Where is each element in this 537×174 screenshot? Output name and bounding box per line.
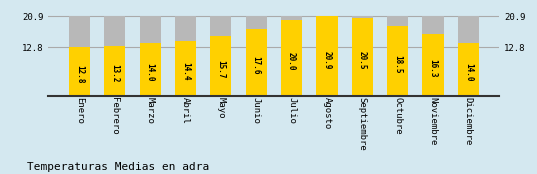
Bar: [387, 26, 408, 96]
Text: 20.0: 20.0: [287, 52, 296, 71]
Bar: [245, 29, 267, 96]
Bar: [104, 17, 126, 96]
Text: 15.7: 15.7: [216, 60, 226, 78]
Text: 18.5: 18.5: [393, 55, 402, 73]
Bar: [175, 41, 196, 96]
Text: 16.3: 16.3: [429, 59, 438, 77]
Text: 12.8: 12.8: [75, 65, 84, 83]
Bar: [69, 47, 90, 96]
Text: 20.9: 20.9: [322, 51, 331, 69]
Bar: [352, 17, 373, 96]
Bar: [245, 17, 267, 96]
Bar: [281, 20, 302, 96]
Bar: [422, 17, 444, 96]
Bar: [211, 36, 231, 96]
Bar: [422, 34, 444, 96]
Text: 14.0: 14.0: [146, 63, 155, 81]
Text: 14.0: 14.0: [464, 63, 473, 81]
Bar: [175, 17, 196, 96]
Bar: [211, 17, 231, 96]
Bar: [104, 46, 126, 96]
Bar: [352, 18, 373, 96]
Bar: [281, 17, 302, 96]
Bar: [140, 43, 161, 96]
Text: 20.5: 20.5: [358, 52, 367, 70]
Bar: [458, 43, 479, 96]
Text: Temperaturas Medias en adra: Temperaturas Medias en adra: [27, 162, 209, 172]
Bar: [316, 17, 337, 96]
Text: 14.4: 14.4: [181, 62, 190, 80]
Bar: [387, 17, 408, 96]
Bar: [140, 17, 161, 96]
Bar: [69, 17, 90, 96]
Bar: [458, 17, 479, 96]
Text: 17.6: 17.6: [252, 56, 260, 75]
Text: 13.2: 13.2: [110, 64, 119, 82]
Bar: [316, 17, 337, 96]
